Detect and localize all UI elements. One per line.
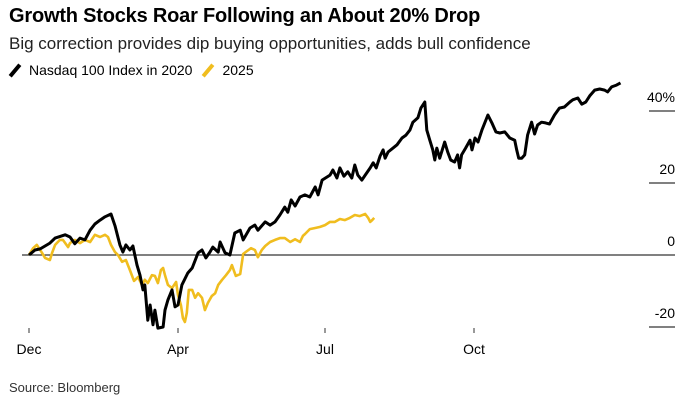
x-tick-label: Dec	[17, 341, 42, 357]
series-line-2025	[27, 212, 376, 324]
y-tick-label: 40%	[647, 89, 675, 105]
chart-subtitle: Big correction provides dip buying oppor…	[9, 34, 531, 53]
series-line-nasdaq-2020	[28, 81, 622, 330]
legend-label-nasdaq: Nasdaq 100 Index in 2020	[29, 62, 193, 78]
x-tick-label: Jul	[316, 341, 334, 357]
y-tick-label: -20	[655, 305, 675, 321]
chart-title: Growth Stocks Roar Following an About 20…	[9, 5, 481, 27]
source-note: Source: Bloomberg	[9, 380, 121, 395]
legend-label-2025: 2025	[222, 62, 254, 78]
x-tick-label: Apr	[167, 341, 189, 357]
x-tick-label: Oct	[463, 341, 485, 357]
y-tick-label: 0	[667, 233, 675, 249]
legend: Nasdaq 100 Index in 2020 2025	[8, 62, 254, 78]
y-tick-label: 20	[659, 161, 675, 177]
